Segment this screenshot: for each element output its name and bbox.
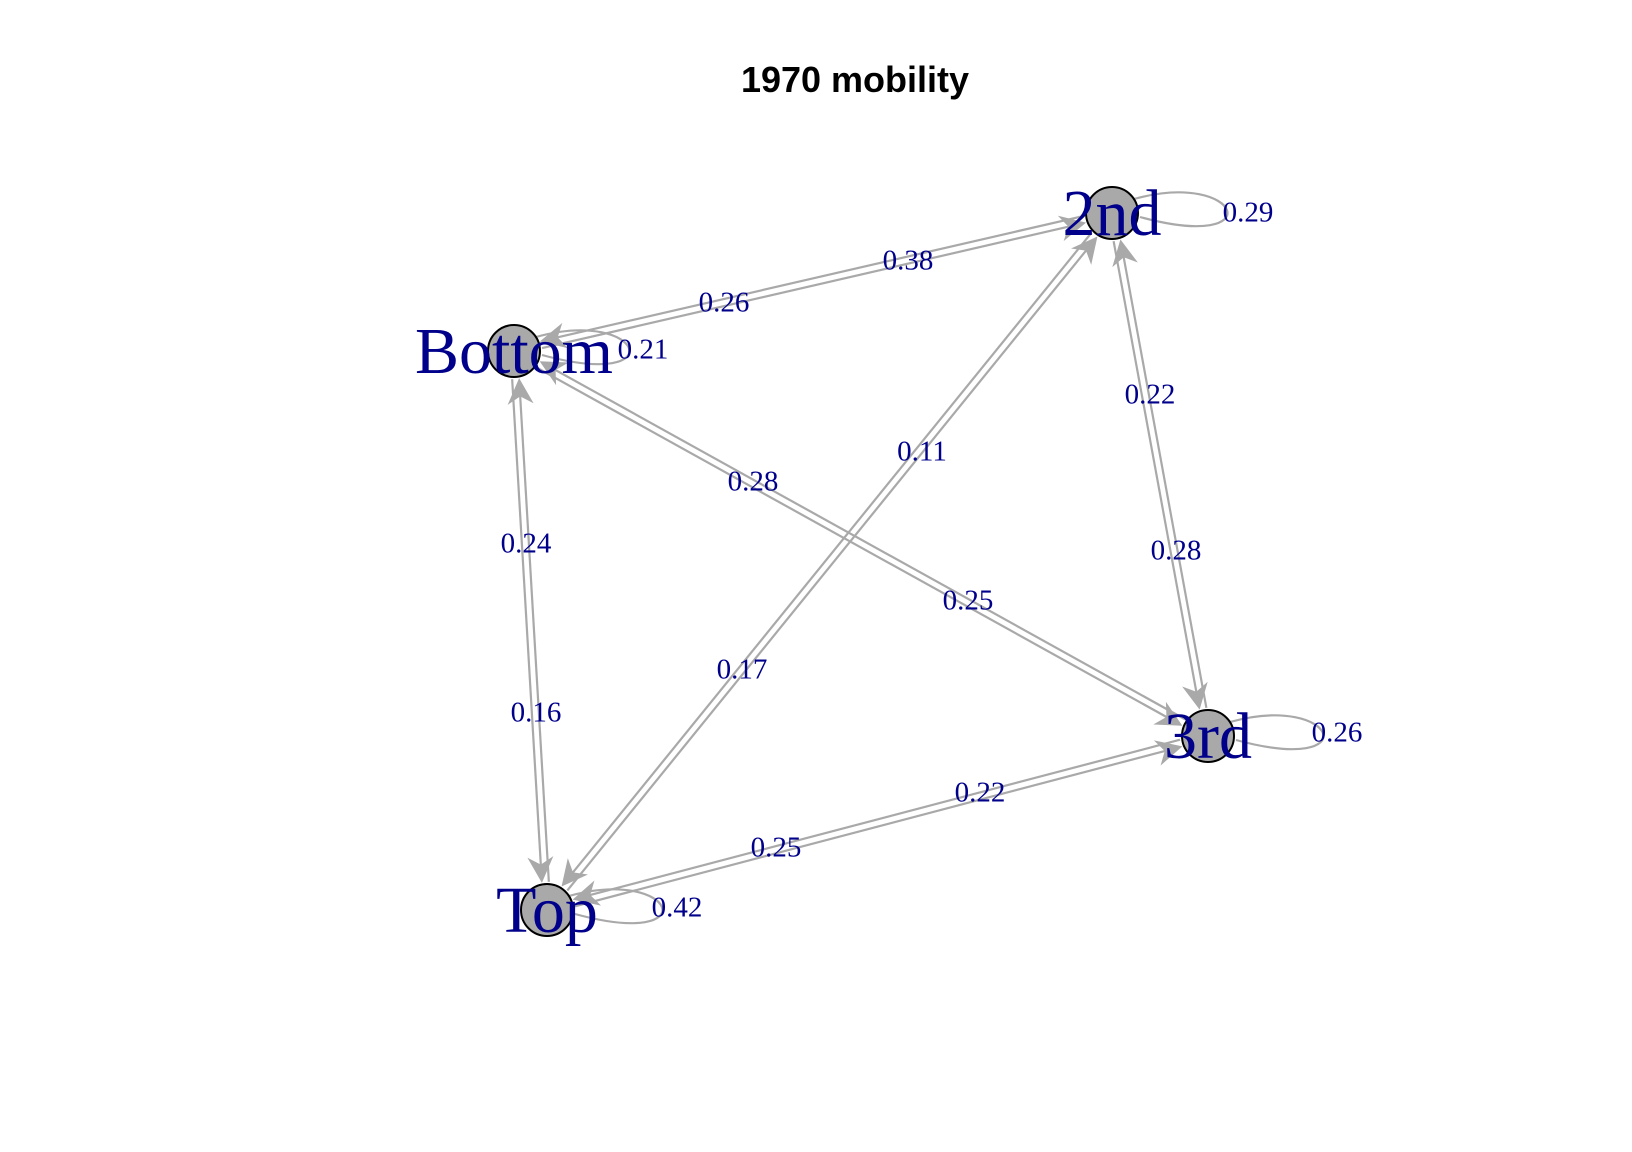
edge-weight-label-3rd-to-2nd: 0.28 — [1151, 535, 1202, 567]
loop-edge-2nd-to-2nd — [1107, 191, 1229, 228]
edge-top-to-3rd — [574, 740, 1183, 908]
edges-layer — [507, 191, 1325, 925]
node-bottom[interactable] — [487, 324, 541, 378]
node-2nd[interactable] — [1085, 186, 1139, 240]
node-3rd[interactable] — [1181, 709, 1235, 763]
edge-weight-label-top-to-3rd: 0.25 — [751, 832, 802, 864]
node-label-top: Top — [496, 874, 598, 947]
edge-weight-label-2nd-to-3rd: 0.22 — [1125, 379, 1176, 411]
edge-weight-label-top-to-top: 0.42 — [652, 892, 703, 924]
node-label-2nd: 2nd — [1063, 177, 1162, 250]
edge-weight-label-3rd-to-3rd: 0.26 — [1312, 717, 1363, 749]
edge-weight-label-bottom-to-3rd: 0.28 — [728, 466, 779, 498]
edge-3rd-to-bottom — [539, 361, 1186, 721]
node-label-3rd: 3rd — [1164, 700, 1252, 773]
edge-weight-label-2nd-to-top: 0.11 — [897, 436, 947, 468]
loop-edge-bottom-to-bottom — [509, 329, 631, 366]
edge-weight-label-bottom-to-top: 0.24 — [501, 528, 552, 560]
edge-weight-label-top-to-bottom: 0.16 — [511, 697, 562, 729]
edge-weight-label-3rd-to-bottom: 0.25 — [943, 585, 994, 617]
loop-edge-3rd-to-3rd — [1203, 714, 1325, 751]
edge-bottom-to-3rd — [536, 366, 1183, 726]
labels-layer: 0.38 0.26 0.28 0.25 0.24 0.16 0.22 0.28 0.11 0.17… — [415, 177, 1362, 947]
edge-3rd-to-top — [572, 738, 1181, 906]
edge-bottom-to-top — [511, 379, 554, 883]
edge-weight-label-top-to-2nd: 0.17 — [717, 654, 768, 686]
edge-3rd-to-2nd — [1112, 239, 1208, 709]
edge-weight-label-bottom-to-bottom: 0.21 — [618, 334, 669, 366]
edge-top-to-bottom — [507, 378, 550, 882]
node-top[interactable] — [520, 883, 574, 937]
edge-2nd-to-bottom — [539, 214, 1085, 349]
plot-title: 1970 mobility — [741, 59, 969, 100]
nodes-layer — [487, 186, 1235, 937]
loop-edge-top-to-top — [542, 888, 664, 925]
edge-top-to-2nd — [566, 236, 1098, 892]
edge-weight-label-3rd-to-top: 0.22 — [955, 777, 1006, 809]
edge-2nd-to-top — [561, 231, 1093, 887]
edge-weight-label-bottom-to-2nd: 0.38 — [883, 245, 934, 277]
edge-2nd-to-3rd — [1112, 240, 1208, 710]
node-label-bottom: Bottom — [415, 315, 613, 388]
edge-weight-label-2nd-to-bottom: 0.26 — [699, 287, 750, 319]
edge-weight-label-2nd-to-2nd: 0.29 — [1223, 197, 1274, 229]
edge-bottom-to-2nd — [541, 215, 1087, 350]
